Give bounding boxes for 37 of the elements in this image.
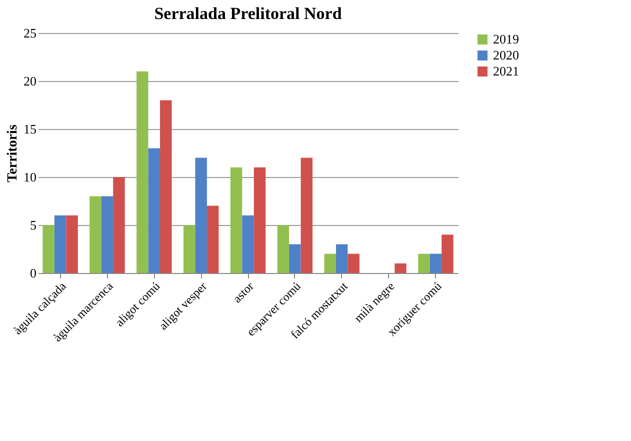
- legend-label: 2021: [493, 64, 519, 78]
- bar: [289, 244, 301, 273]
- bar: [418, 254, 430, 273]
- y-tick-label: 10: [24, 170, 36, 184]
- y-tick-label: 5: [30, 218, 36, 232]
- bar: [300, 158, 313, 273]
- bar: [90, 196, 102, 273]
- bar: [230, 167, 242, 273]
- bar: [324, 254, 336, 273]
- bar: [148, 148, 160, 273]
- x-tick-label: astor: [230, 279, 256, 306]
- bar: [206, 206, 219, 273]
- bar: [442, 234, 454, 273]
- y-axis-title: Territoris: [6, 124, 20, 182]
- bar: [101, 196, 114, 273]
- legend-label: 2020: [493, 48, 519, 62]
- y-tick-label: 25: [24, 26, 36, 40]
- bar: [430, 254, 442, 273]
- bar: [66, 215, 78, 273]
- bar: [348, 254, 360, 273]
- bar: [195, 158, 207, 273]
- bar: [42, 225, 54, 273]
- bar: [160, 100, 172, 273]
- bar: [54, 215, 66, 273]
- bar: [136, 71, 148, 273]
- bar: [183, 225, 196, 273]
- y-tick-label: 0: [30, 266, 36, 280]
- bar: [242, 215, 254, 273]
- bar: [254, 167, 266, 273]
- bar: [277, 225, 290, 273]
- bar: [113, 177, 125, 273]
- chart-title: Serralada Prelitoral Nord: [154, 4, 342, 23]
- bar: [394, 263, 406, 273]
- y-tick-label: 15: [24, 122, 36, 136]
- bar: [336, 244, 348, 273]
- y-tick-label: 20: [24, 74, 36, 88]
- legend-label: 2019: [493, 32, 519, 46]
